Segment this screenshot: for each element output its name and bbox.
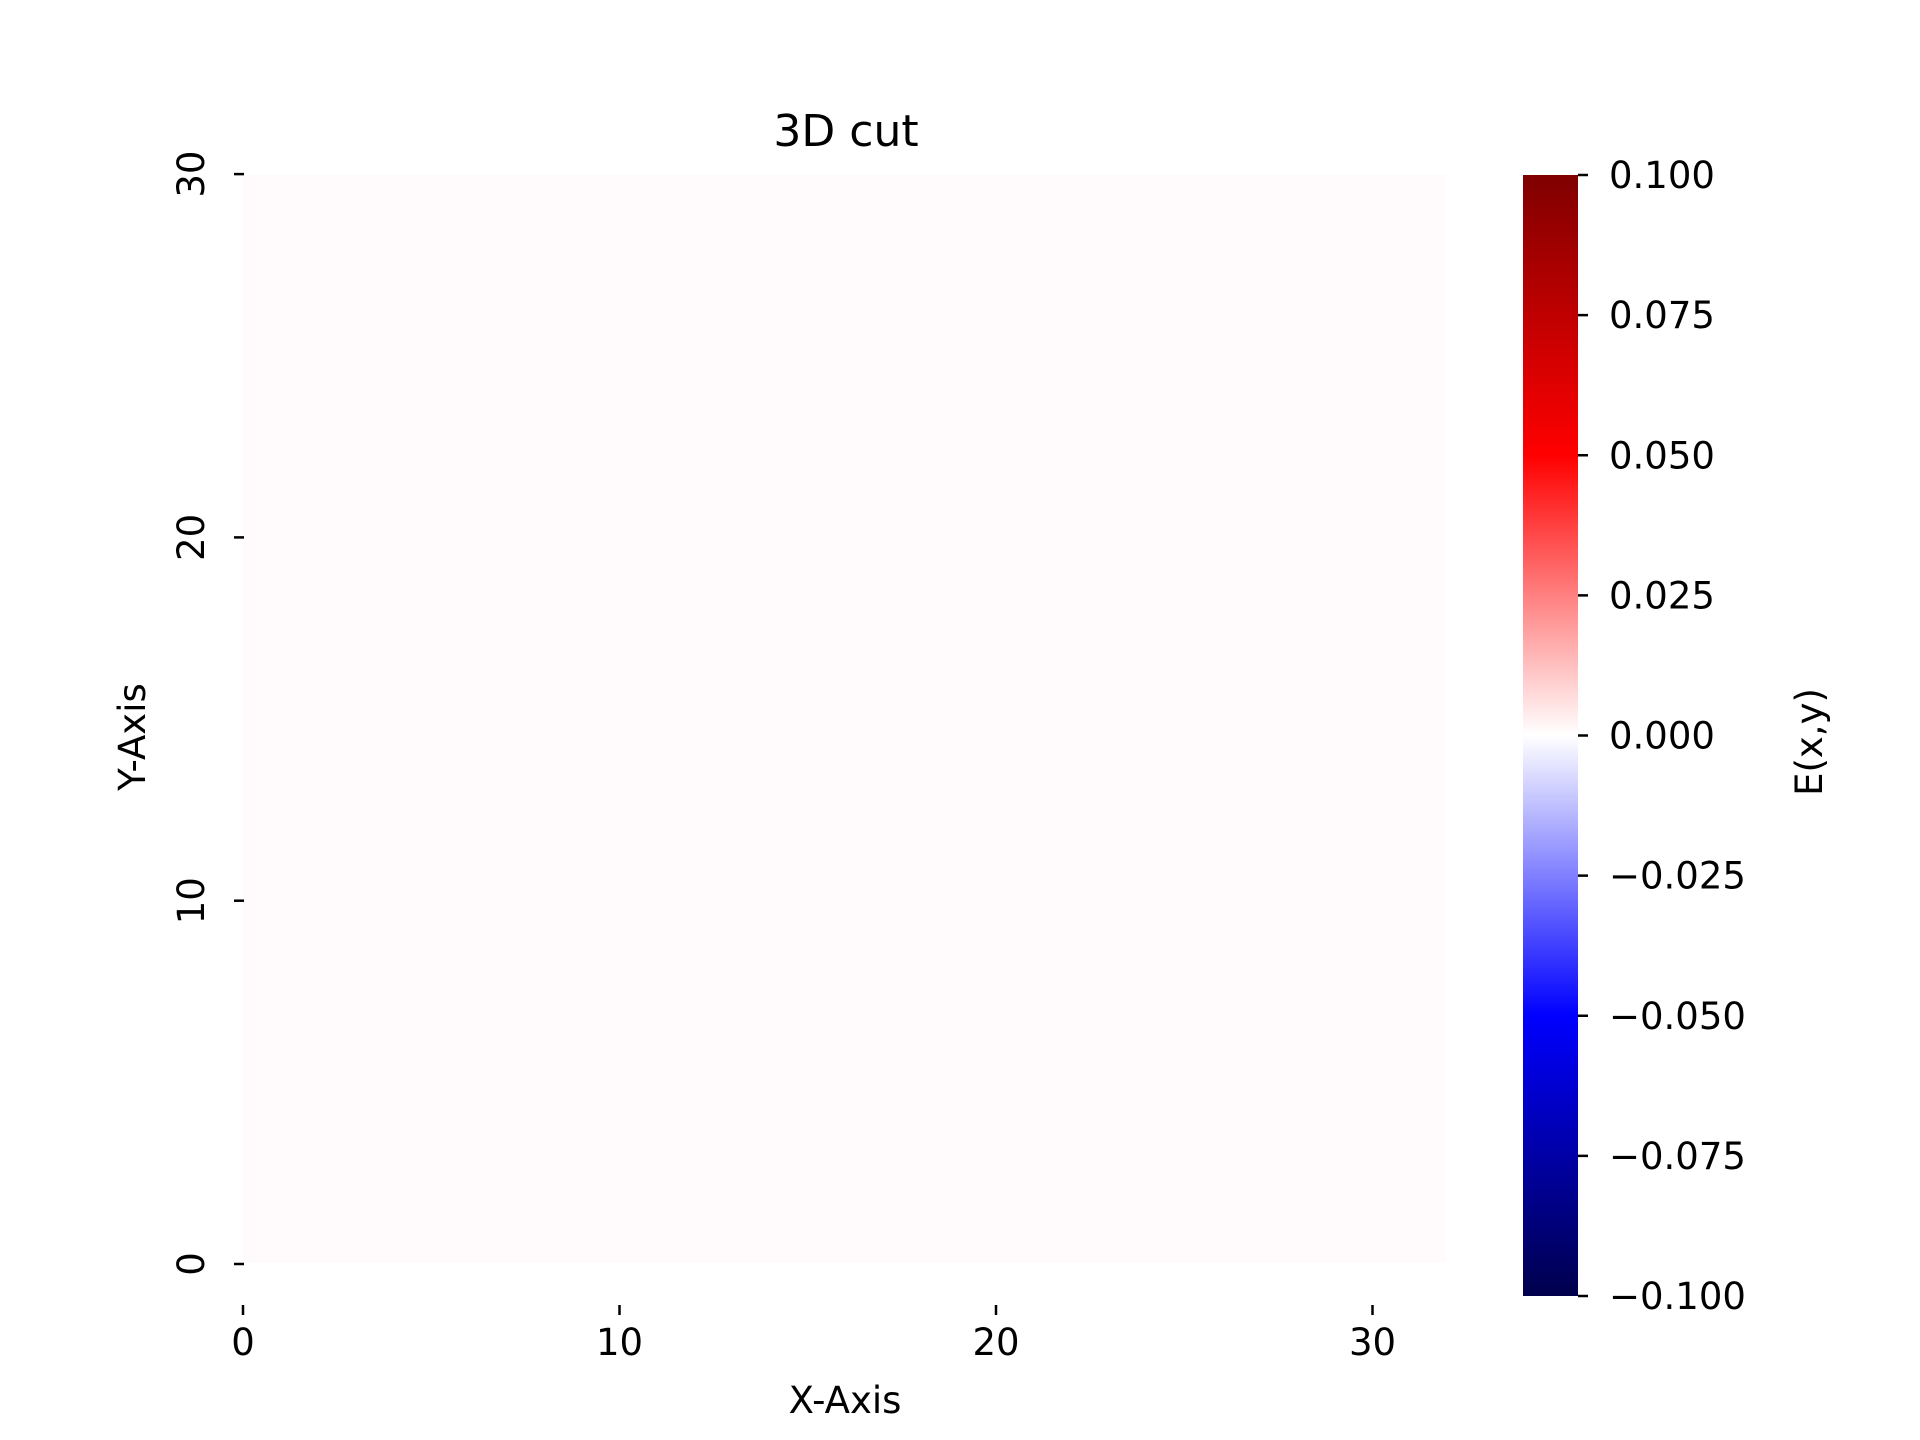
heatmap-field bbox=[243, 175, 1446, 1263]
colorbar-tick-label: −0.025 bbox=[1609, 855, 1746, 898]
chart-title: 3D cut bbox=[773, 106, 918, 157]
x-tick-label: 20 bbox=[972, 1321, 1019, 1364]
colorbar-tick-label: 0.075 bbox=[1609, 294, 1715, 337]
colorbar-tick-label: 0.050 bbox=[1609, 434, 1715, 477]
x-tick-label: 0 bbox=[231, 1321, 255, 1364]
colorbar-tick-label: 0.025 bbox=[1609, 574, 1715, 617]
colorbar-tick-label: −0.075 bbox=[1609, 1135, 1746, 1178]
colorbar-axis: 0.100 0.075 0.050 0.025 0.000 −0.025 −0.050 −0.… bbox=[1578, 154, 1746, 1318]
y-tick-label: 10 bbox=[170, 877, 213, 924]
y-tick-label: 0 bbox=[170, 1252, 213, 1276]
x-tick-label: 10 bbox=[596, 1321, 643, 1364]
y-tick-label: 30 bbox=[170, 151, 213, 198]
colorbar-tick-label: −0.100 bbox=[1609, 1275, 1746, 1318]
x-tick-label: 30 bbox=[1349, 1321, 1396, 1364]
colorbar-label: E(x,y) bbox=[1788, 688, 1831, 796]
x-axis-label: X-Axis bbox=[789, 1379, 902, 1422]
colorbar-tick-label: 0.100 bbox=[1609, 154, 1715, 197]
colorbar-tick-label: 0.000 bbox=[1609, 715, 1715, 758]
x-axis: 0 10 20 30 bbox=[231, 1305, 1396, 1364]
colorbar bbox=[1523, 175, 1578, 1296]
y-axis: 0 10 20 30 bbox=[170, 151, 244, 1276]
y-axis-label: Y-Axis bbox=[111, 683, 154, 792]
y-tick-label: 20 bbox=[170, 514, 213, 561]
colorbar-tick-label: −0.050 bbox=[1609, 995, 1746, 1038]
